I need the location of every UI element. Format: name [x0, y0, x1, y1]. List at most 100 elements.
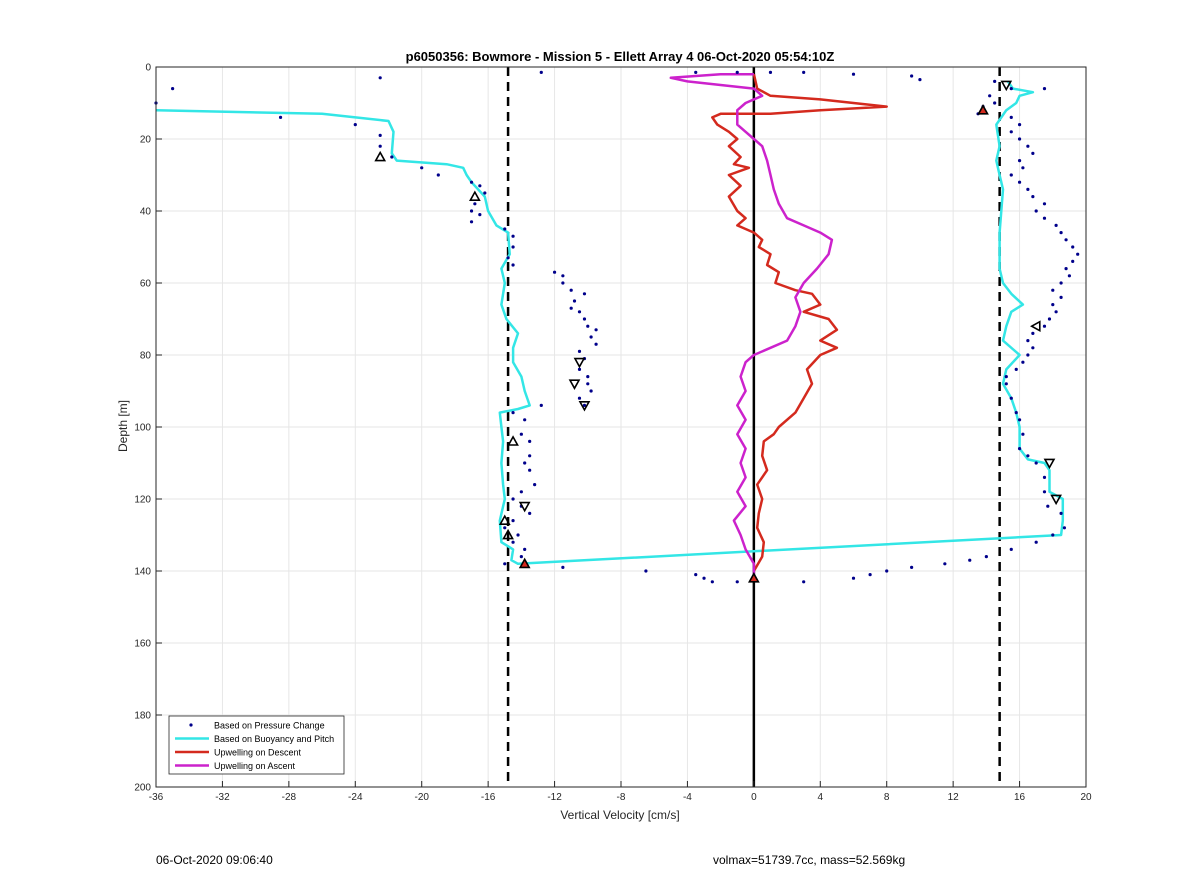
triangle-up-marker — [374, 150, 387, 162]
pressure-change-point — [577, 396, 582, 400]
y-tick-label: 40 — [140, 207, 152, 218]
pressure-change-point — [1009, 130, 1013, 134]
pressure-change-point — [1042, 216, 1047, 220]
pressure-change-point — [378, 133, 382, 137]
pressure-change-point — [503, 227, 507, 231]
pressure-change-point — [506, 256, 510, 260]
x-tick-label: 16 — [1014, 792, 1026, 803]
pressure-change-point — [802, 580, 806, 584]
triangle-up-marker — [518, 557, 531, 569]
pressure-change-point — [1071, 259, 1075, 263]
pressure-change-point — [1054, 310, 1058, 314]
pressure-change-point — [561, 274, 565, 278]
pressure-change-point — [910, 565, 914, 570]
pressure-change-point — [1031, 195, 1035, 199]
x-tick-label: -36 — [149, 792, 164, 803]
pressure-change-point — [519, 432, 523, 436]
pressure-change-point — [1004, 382, 1008, 386]
pressure-change-point — [1026, 144, 1030, 148]
x-tick-label: -4 — [683, 792, 692, 803]
triangle-down-marker — [1043, 458, 1056, 470]
triangle-down-marker — [578, 400, 591, 412]
plot-area: -36 -32 -28 -24 -20 -16 -12 -8 -4 0 4 8 12 16 20020406… — [134, 63, 1092, 804]
x-tick-label: 20 — [1080, 792, 1092, 803]
pressure-change-point — [503, 526, 507, 530]
pressure-change-point — [1017, 123, 1022, 127]
pressure-change-point — [918, 78, 922, 82]
pressure-change-point — [378, 144, 382, 148]
pressure-change-point — [1009, 115, 1013, 119]
pressure-change-point — [1031, 151, 1035, 155]
pressure-change-point — [1034, 209, 1038, 213]
pressure-change-point — [1014, 367, 1018, 371]
pressure-change-point — [1004, 375, 1008, 379]
pressure-change-point — [528, 454, 532, 458]
pressure-change-point — [511, 540, 515, 544]
pressure-change-point — [1026, 187, 1030, 191]
pressure-change-point — [586, 375, 590, 379]
legend-entry-label: Based on Buoyancy and Pitch — [214, 734, 334, 744]
x-tick-label: -20 — [414, 792, 429, 803]
y-tick-label: 0 — [145, 63, 151, 74]
pressure-change-point — [582, 292, 587, 296]
pressure-change-point — [1059, 511, 1063, 515]
y-tick-label: 100 — [134, 423, 151, 434]
pressure-change-point — [582, 317, 587, 321]
footer-timestamp: 06-Oct-2020 09:06:40 — [156, 853, 273, 867]
y-tick-label: 20 — [140, 135, 152, 146]
pressure-change-point — [1051, 303, 1055, 307]
y-tick-label: 160 — [134, 639, 151, 650]
x-tick-label: -32 — [215, 792, 230, 803]
triangle-down-marker — [1050, 494, 1062, 506]
x-tick-label: -12 — [547, 792, 562, 803]
triangle-left-marker — [1030, 320, 1041, 333]
x-tick-label: -16 — [481, 792, 496, 803]
pressure-change-point — [885, 569, 889, 573]
y-tick-label: 140 — [134, 567, 151, 578]
pressure-change-point — [511, 497, 515, 501]
pressure-change-point — [802, 70, 806, 74]
pressure-change-point — [694, 573, 698, 577]
pressure-change-point — [694, 70, 698, 74]
y-tick-label: 180 — [134, 711, 151, 722]
x-tick-label: 4 — [818, 792, 824, 803]
legend-dot-swatch — [189, 723, 193, 727]
upwelling-on-descentline — [711, 73, 888, 572]
pressure-change-point — [968, 558, 972, 562]
pressure-change-point — [1067, 274, 1071, 278]
pressure-change-point — [1064, 238, 1068, 242]
pressure-change-point — [1042, 87, 1047, 91]
y-tick-label: 60 — [140, 279, 152, 290]
pressure-change-point — [1054, 223, 1058, 227]
pressure-change-point — [1064, 267, 1068, 271]
pressure-change-point — [577, 349, 582, 353]
pressure-change-point — [594, 328, 598, 332]
x-tick-label: 8 — [884, 792, 890, 803]
pressure-change-point — [868, 573, 872, 577]
y-tick-label: 80 — [140, 351, 152, 362]
pressure-change-point — [1042, 324, 1047, 328]
triangle-down-marker — [518, 501, 531, 513]
triangle-up-marker — [502, 528, 514, 540]
pressure-change-point — [1042, 475, 1047, 479]
y-tick-label: 200 — [134, 783, 151, 794]
pressure-change-point — [1014, 411, 1018, 415]
pressure-change-point — [353, 123, 357, 127]
pressure-change-point — [582, 403, 587, 407]
pressure-change-point — [589, 335, 593, 339]
pressure-change-point — [988, 94, 992, 98]
pressure-change-point — [993, 79, 997, 83]
pressure-change-point — [473, 202, 477, 206]
footer-summary: volmax=51739.7cc, mass=52.569kg — [713, 853, 906, 867]
triangle-down-marker — [568, 379, 581, 390]
x-axis-label: Vertical Velocity [cm/s] — [560, 808, 679, 822]
triangle-up-marker — [468, 190, 481, 201]
pressure-change-point — [1051, 288, 1055, 292]
pressure-change-point — [1042, 490, 1047, 494]
pressure-change-point — [851, 72, 856, 76]
pressure-change-point — [1059, 231, 1063, 235]
pressure-change-point — [1059, 281, 1063, 285]
pressure-change-point — [577, 367, 582, 371]
pressure-change-point — [984, 555, 988, 559]
